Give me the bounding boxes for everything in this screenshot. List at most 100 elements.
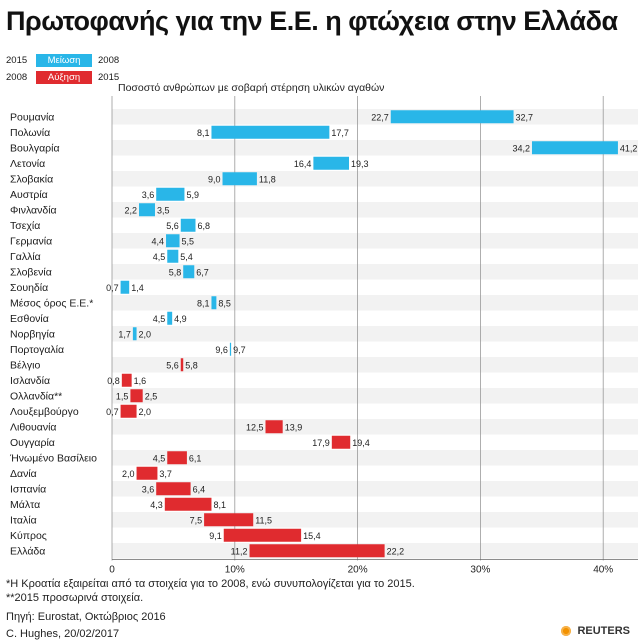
legend-decrease-left-year: 2015 bbox=[6, 54, 28, 66]
value-label-high: 41,2 bbox=[620, 143, 638, 153]
bar-inc bbox=[180, 358, 184, 372]
legend-increase: 2008 Αύξηση 2015 bbox=[6, 70, 119, 84]
value-label-low: 9,0 bbox=[208, 174, 221, 184]
bar-dec bbox=[120, 280, 130, 294]
row-stripe bbox=[112, 450, 638, 466]
value-label-high: 1,6 bbox=[134, 376, 147, 386]
value-label-low: 9,1 bbox=[209, 531, 222, 541]
reuters-dots-icon bbox=[559, 624, 574, 638]
bar-dec bbox=[313, 156, 350, 170]
country-label: Ελλάδα bbox=[10, 545, 45, 557]
country-label: Σουηδία bbox=[10, 282, 48, 294]
bar-dec bbox=[180, 218, 196, 232]
bar-inc bbox=[223, 528, 302, 542]
row-stripe bbox=[112, 233, 638, 249]
country-label: Λιθουανία bbox=[10, 421, 57, 433]
row-stripe bbox=[112, 171, 638, 187]
chart-title: Πρωτοφανής για την Ε.Ε. η φτώχεια στην Ε… bbox=[6, 6, 618, 36]
country-label: Τσεχία bbox=[10, 220, 40, 232]
value-label-low: 0,7 bbox=[106, 283, 119, 293]
bar-dec bbox=[167, 311, 173, 325]
value-label-high: 5,5 bbox=[182, 236, 195, 246]
value-label-low: 3,6 bbox=[142, 484, 155, 494]
value-label-high: 5,9 bbox=[186, 190, 199, 200]
row-stripe bbox=[112, 388, 638, 404]
value-label-low: 9,6 bbox=[215, 345, 228, 355]
value-label-high: 2,0 bbox=[139, 329, 152, 339]
bar-inc bbox=[120, 404, 137, 418]
country-label: Ρουμανία bbox=[10, 111, 54, 123]
country-label: Πολωνία bbox=[10, 127, 50, 139]
bar-inc bbox=[156, 482, 191, 496]
credit-line: C. Hughes, 20/02/2017 bbox=[6, 628, 120, 640]
value-label-high: 1,4 bbox=[131, 283, 144, 293]
value-label-low: 5,6 bbox=[166, 221, 179, 231]
reuters-logo: REUTERS bbox=[559, 624, 630, 638]
bar-dec bbox=[183, 265, 195, 279]
row-stripe bbox=[112, 481, 638, 497]
country-label: Λουξεμβούργο bbox=[10, 406, 79, 418]
value-label-low: 3,6 bbox=[142, 190, 155, 200]
x-tick-label: 0 bbox=[109, 565, 115, 576]
value-label-high: 8,1 bbox=[213, 500, 226, 510]
country-label: Ήνωμένο Βασίλειο bbox=[9, 452, 97, 464]
country-label: Νορβηγία bbox=[10, 328, 55, 340]
bar-dec bbox=[211, 296, 217, 310]
bar-dec bbox=[166, 234, 180, 248]
value-label-high: 3,5 bbox=[157, 205, 170, 215]
value-label-high: 19,3 bbox=[351, 159, 369, 169]
value-label-high: 9,7 bbox=[233, 345, 246, 355]
value-label-low: 11,2 bbox=[231, 546, 248, 556]
bar-dec bbox=[390, 110, 514, 124]
value-label-high: 2,0 bbox=[139, 407, 152, 417]
value-label-high: 2,5 bbox=[145, 391, 158, 401]
legend-decrease-right-year: 2008 bbox=[98, 54, 120, 66]
bar-dec bbox=[211, 125, 330, 139]
country-label: Σλοβακία bbox=[10, 173, 53, 185]
bar-inc bbox=[164, 497, 212, 511]
footnote-provisional: **2015 προσωρινά στοιχεία. bbox=[6, 592, 144, 604]
value-label-high: 5,8 bbox=[185, 360, 198, 370]
value-label-high: 13,9 bbox=[285, 422, 303, 432]
country-label: Βουλγαρία bbox=[10, 142, 60, 154]
bar-inc bbox=[130, 389, 143, 403]
value-label-high: 11,5 bbox=[255, 515, 272, 525]
bar-inc bbox=[204, 513, 254, 527]
bar-dec bbox=[222, 172, 257, 186]
bar-inc bbox=[136, 466, 158, 480]
bar-dec bbox=[167, 249, 179, 263]
value-label-low: 5,6 bbox=[166, 360, 179, 370]
country-label: Ουγγαρία bbox=[10, 437, 55, 449]
value-label-low: 34,2 bbox=[512, 143, 530, 153]
country-label: Αυστρία bbox=[10, 189, 48, 201]
country-label: Κύπρος bbox=[10, 530, 47, 542]
country-label: Μάλτα bbox=[10, 499, 40, 511]
bar-inc bbox=[249, 544, 385, 558]
value-label-low: 4,3 bbox=[150, 500, 163, 510]
legend-decrease-swatch: Μείωση bbox=[36, 53, 92, 67]
footnote-croatia: *Η Κροατία εξαιρείται από τα στοιχεία γι… bbox=[6, 578, 415, 590]
bar-inc bbox=[265, 420, 283, 434]
bar-inc bbox=[167, 451, 187, 465]
row-stripe bbox=[112, 326, 638, 342]
value-label-low: 4,5 bbox=[153, 314, 166, 324]
value-label-low: 1,7 bbox=[118, 329, 131, 339]
chart-subtitle: Ποσοστό ανθρώπων με σοβαρή στέρηση υλικώ… bbox=[118, 82, 385, 94]
value-label-high: 19,4 bbox=[352, 438, 370, 448]
value-label-low: 0,7 bbox=[106, 407, 119, 417]
row-stripe bbox=[112, 295, 638, 311]
value-label-high: 6,8 bbox=[198, 221, 211, 231]
value-label-high: 22,2 bbox=[387, 546, 405, 556]
row-stripe bbox=[112, 419, 638, 435]
value-label-low: 4,5 bbox=[153, 453, 166, 463]
x-tick-label: 20% bbox=[348, 565, 368, 576]
value-label-low: 16,4 bbox=[294, 159, 312, 169]
country-label: Φινλανδία bbox=[10, 204, 57, 216]
legend-increase-right-year: 2015 bbox=[98, 71, 120, 83]
country-label: Εσθονία bbox=[10, 313, 49, 325]
row-stripe bbox=[112, 264, 638, 280]
value-label-low: 4,4 bbox=[152, 236, 165, 246]
x-tick-label: 10% bbox=[225, 565, 245, 576]
legend-decrease: 2015 Μείωση 2008 bbox=[6, 53, 119, 67]
country-label: Δανία bbox=[10, 468, 37, 480]
